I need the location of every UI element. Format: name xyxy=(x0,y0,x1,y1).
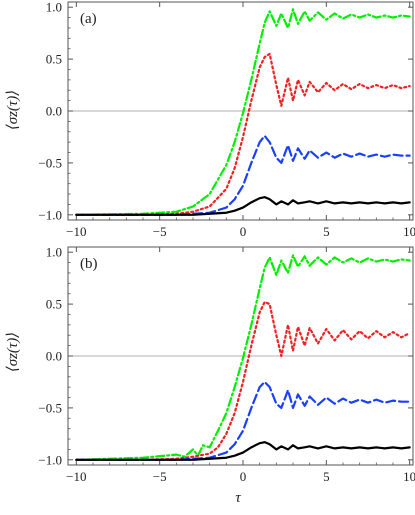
panel-b-x-tick-label: 5 xyxy=(323,469,330,484)
panel-b-x-tick-label: 10 xyxy=(403,469,415,484)
panel-a-y-tick-label: 0.5 xyxy=(46,52,62,67)
panel-a-series-1-line xyxy=(75,8,411,216)
panel-a-y-axis-label: ⟨σz(τ)⟩ xyxy=(5,90,21,130)
panel-b-series-4-line xyxy=(75,441,411,461)
panel-b-y-tick-label: 1.0 xyxy=(46,245,62,260)
panel-a-x-tick-label: 0 xyxy=(240,224,247,239)
panel-a-x-tick-label: 10 xyxy=(403,224,415,239)
x-axis-label: τ xyxy=(235,490,241,506)
panel-b-series-1-line xyxy=(75,254,411,461)
panel-a-series-4-line xyxy=(75,196,411,216)
panel-a-x-tick-label: −10 xyxy=(66,224,86,239)
panel-b-series-3-line xyxy=(75,380,411,461)
panel-b-x-tick-label: −5 xyxy=(153,469,167,484)
panel-b-label: (b) xyxy=(80,256,98,272)
panel-a-y-tick-label: −1.0 xyxy=(38,207,62,222)
panel-b-series-2-line xyxy=(75,300,411,461)
panel-a-series-3-line xyxy=(75,134,411,216)
panel-b-y-tick-label: 0.0 xyxy=(46,349,62,364)
panel-a-y-tick-label: 0.0 xyxy=(46,104,62,119)
panel-a-x-tick-label: 5 xyxy=(323,224,330,239)
panel-b-y-tick-label: −0.5 xyxy=(38,400,62,415)
panel-b: −10 −5 0 5 10 −1.0 −0.5 0.0 0.5 1.0 xyxy=(38,245,415,484)
panel-b-y-axis-label: ⟨σz(τ)⟩ xyxy=(5,332,21,372)
panel-b-x-tick-label: 0 xyxy=(240,469,247,484)
panel-b-x-tick-label: −10 xyxy=(66,469,86,484)
panel-a: −10 −5 0 5 10 −1.0 −0.5 0.0 0.5 1.0 xyxy=(38,0,415,239)
panel-a-label: (a) xyxy=(80,11,97,27)
panel-a-x-tick-label: −5 xyxy=(153,224,167,239)
panel-a-y-tick-label: −0.5 xyxy=(38,155,62,170)
panel-a-series-2-line xyxy=(75,52,411,216)
panel-b-y-tick-label: 0.5 xyxy=(46,297,62,312)
panel-a-y-tick-label: 1.0 xyxy=(46,0,62,15)
panel-b-y-tick-label: −1.0 xyxy=(38,452,62,467)
